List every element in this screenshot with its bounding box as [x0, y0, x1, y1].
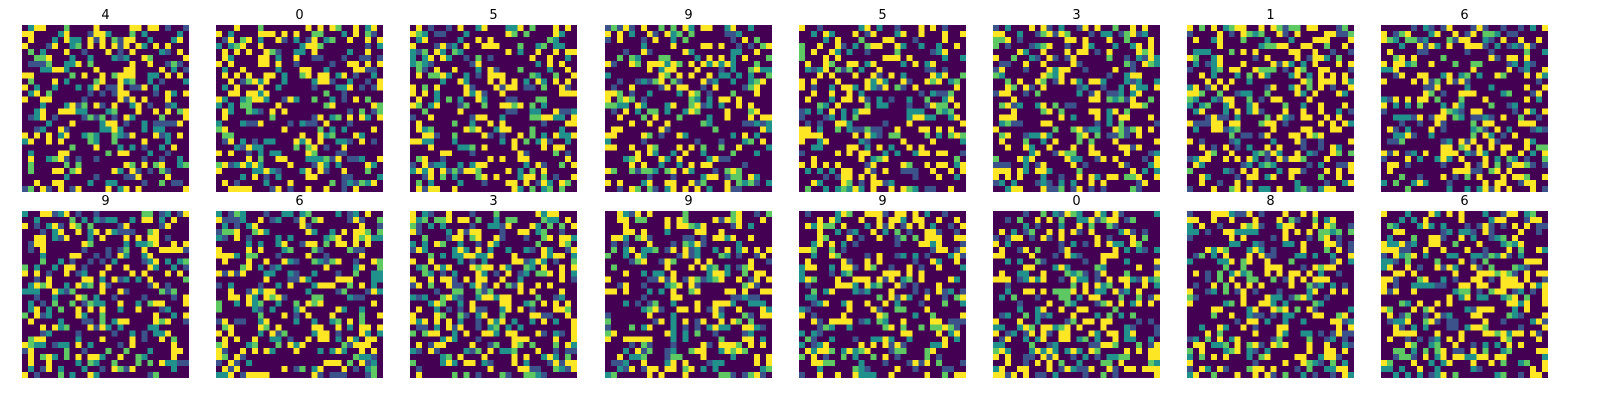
- noise-image: [22, 211, 189, 378]
- noise-image: [410, 25, 577, 192]
- image-panel: 6: [1381, 194, 1548, 378]
- image-panel: 5: [410, 8, 577, 192]
- noise-image: [1187, 211, 1354, 378]
- image-panel: 3: [410, 194, 577, 378]
- noise-image: [1187, 25, 1354, 192]
- noise-image: [993, 25, 1160, 192]
- image-panel: 9: [22, 194, 189, 378]
- image-panel: 3: [993, 8, 1160, 192]
- noise-image: [216, 25, 383, 192]
- image-panel: 8: [1187, 194, 1354, 378]
- panel-title: 6: [295, 194, 304, 209]
- image-panel: 0: [216, 8, 383, 192]
- panel-title: 6: [1460, 8, 1469, 23]
- noise-image: [799, 25, 966, 192]
- image-panel: 1: [1187, 8, 1354, 192]
- panel-title: 6: [1460, 194, 1469, 209]
- panel-title: 3: [489, 194, 498, 209]
- panel-title: 9: [684, 8, 693, 23]
- panel-title: 4: [101, 8, 110, 23]
- image-panel: 9: [605, 8, 772, 192]
- image-panel: 0: [993, 194, 1160, 378]
- image-panel: 9: [799, 194, 966, 378]
- noise-image: [605, 211, 772, 378]
- noise-image: [410, 211, 577, 378]
- noise-image: [1381, 25, 1548, 192]
- noise-image: [993, 211, 1160, 378]
- image-panel: 4: [22, 8, 189, 192]
- noise-image: [799, 211, 966, 378]
- panel-title: 5: [878, 8, 887, 23]
- image-panel: 6: [1381, 8, 1548, 192]
- panel-title: 0: [295, 8, 304, 23]
- panel-title: 0: [1072, 194, 1081, 209]
- panel-title: 1: [1266, 8, 1275, 23]
- image-panel: 9: [605, 194, 772, 378]
- panel-title: 9: [101, 194, 110, 209]
- panel-title: 3: [1072, 8, 1081, 23]
- noise-image: [22, 25, 189, 192]
- image-panel: 5: [799, 8, 966, 192]
- noise-image: [216, 211, 383, 378]
- noise-image: [605, 25, 772, 192]
- panel-title: 9: [684, 194, 693, 209]
- panel-title: 9: [878, 194, 887, 209]
- panel-title: 8: [1266, 194, 1275, 209]
- image-panel: 6: [216, 194, 383, 378]
- noise-image: [1381, 211, 1548, 378]
- panel-title: 5: [489, 8, 498, 23]
